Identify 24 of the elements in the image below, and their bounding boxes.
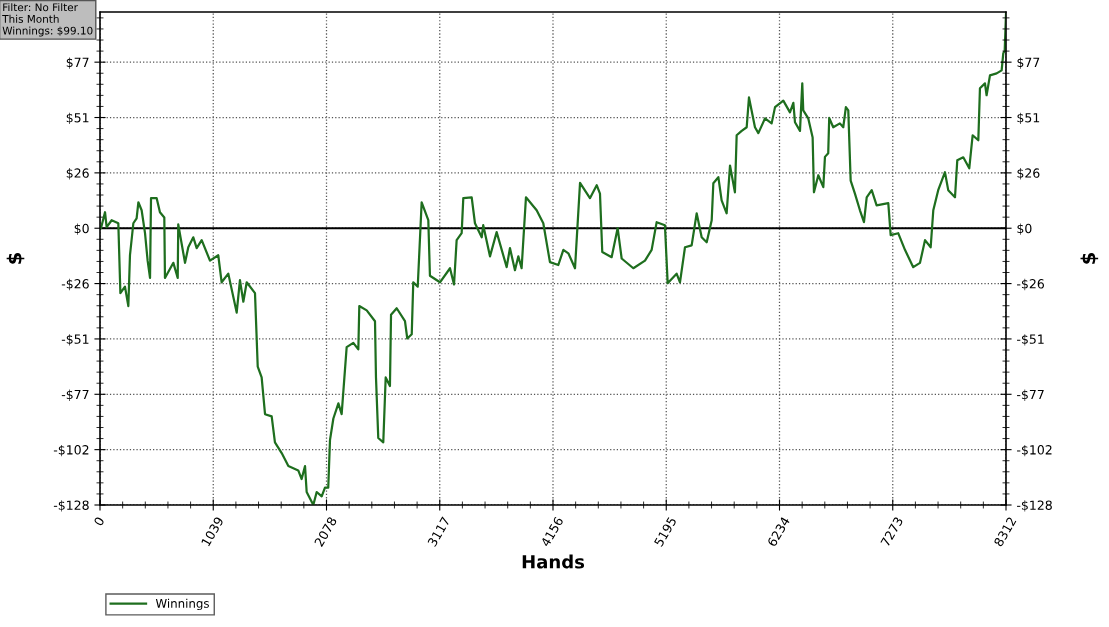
y-tick-label: -$128 — [53, 500, 89, 512]
y2-tick-label: -$102 — [1017, 444, 1052, 457]
y2-axis-title: $ — [1080, 253, 1099, 264]
y2-tick-label: -$77 — [1017, 389, 1044, 401]
y2-tick-label: $51 — [1017, 112, 1040, 125]
y2-tick-label: -$128 — [1017, 500, 1052, 512]
y2-tick-label: -$51 — [1017, 334, 1044, 346]
x-tick-label: 0 — [93, 516, 105, 527]
y-axis-title: $ — [6, 253, 25, 264]
text: Filter: No Filter This Month Winnings: $99.10 — [2, 3, 93, 37]
y-tick-label: $26 — [66, 168, 89, 180]
y-tick-label: -$102 — [53, 444, 89, 457]
y-tick-label: $51 — [66, 112, 89, 125]
y2-tick-label: $77 — [1017, 57, 1040, 69]
legend-label: Winnings — [155, 598, 209, 611]
x-axis-title: Hands — [522, 554, 585, 569]
y-tick-label: -$77 — [61, 389, 89, 401]
y-tick-label: -$51 — [61, 334, 89, 346]
y2-tick-label: -$26 — [1017, 278, 1044, 291]
y-tick-label: $0 — [74, 223, 89, 235]
y2-tick-label: $26 — [1017, 168, 1040, 180]
y-tick-label: -$26 — [61, 278, 89, 291]
y2-tick-label: $0 — [1017, 223, 1032, 235]
y-tick-label: $77 — [66, 57, 89, 69]
